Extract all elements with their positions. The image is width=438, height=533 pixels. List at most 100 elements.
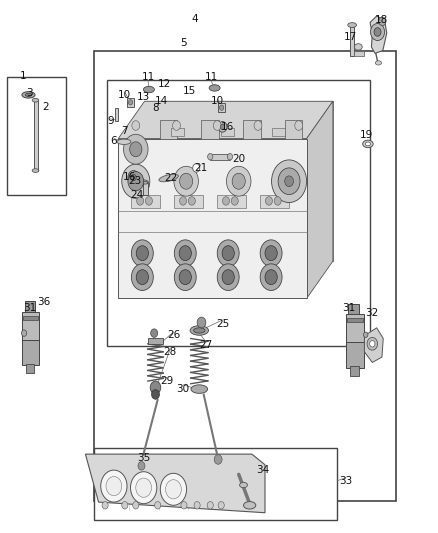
Text: 20: 20 bbox=[232, 154, 245, 164]
Circle shape bbox=[232, 173, 245, 189]
Text: 11: 11 bbox=[141, 72, 155, 82]
Circle shape bbox=[174, 166, 198, 196]
Circle shape bbox=[155, 502, 161, 509]
Bar bbox=[143, 183, 148, 195]
Text: 14: 14 bbox=[155, 96, 168, 106]
Text: 4: 4 bbox=[191, 14, 198, 23]
Circle shape bbox=[151, 329, 158, 337]
Text: 22: 22 bbox=[164, 173, 177, 183]
Bar bbox=[260, 195, 289, 208]
Bar bbox=[94, 448, 337, 520]
Circle shape bbox=[193, 164, 200, 172]
Bar bbox=[174, 195, 203, 208]
Ellipse shape bbox=[354, 44, 362, 50]
Text: 12: 12 bbox=[158, 79, 171, 89]
Circle shape bbox=[265, 246, 277, 261]
Polygon shape bbox=[145, 101, 333, 261]
Bar bbox=[22, 312, 39, 341]
Circle shape bbox=[106, 477, 122, 496]
Polygon shape bbox=[370, 16, 387, 53]
Text: 2: 2 bbox=[42, 102, 49, 111]
Text: 19: 19 bbox=[360, 131, 373, 140]
Bar bbox=[347, 318, 363, 322]
Ellipse shape bbox=[22, 92, 35, 98]
Circle shape bbox=[272, 160, 307, 203]
Circle shape bbox=[370, 341, 375, 347]
Ellipse shape bbox=[32, 98, 39, 102]
Bar bbox=[285, 120, 302, 139]
Bar bbox=[131, 195, 160, 208]
Text: 35: 35 bbox=[137, 454, 150, 463]
Circle shape bbox=[101, 470, 127, 502]
Circle shape bbox=[166, 480, 181, 499]
Circle shape bbox=[138, 462, 145, 470]
Polygon shape bbox=[307, 101, 333, 298]
Bar bbox=[350, 27, 354, 56]
Circle shape bbox=[102, 502, 108, 509]
Ellipse shape bbox=[32, 168, 39, 173]
Text: 16: 16 bbox=[123, 172, 136, 182]
Text: 10: 10 bbox=[211, 96, 224, 106]
Circle shape bbox=[218, 122, 227, 132]
Ellipse shape bbox=[144, 86, 154, 93]
Circle shape bbox=[278, 168, 300, 195]
Ellipse shape bbox=[191, 385, 208, 393]
Text: 1: 1 bbox=[19, 71, 26, 80]
Circle shape bbox=[367, 337, 378, 350]
Text: 21: 21 bbox=[194, 163, 207, 173]
Ellipse shape bbox=[244, 502, 256, 509]
Circle shape bbox=[213, 120, 221, 131]
Circle shape bbox=[160, 473, 187, 505]
Bar bbox=[350, 366, 359, 376]
Circle shape bbox=[128, 171, 139, 184]
Ellipse shape bbox=[131, 461, 151, 469]
Bar bbox=[25, 301, 35, 314]
Ellipse shape bbox=[117, 139, 131, 144]
Bar bbox=[127, 98, 134, 107]
Circle shape bbox=[128, 172, 144, 191]
Circle shape bbox=[133, 502, 139, 509]
Text: 18: 18 bbox=[375, 15, 389, 25]
Bar bbox=[354, 51, 364, 56]
Bar bbox=[7, 77, 66, 195]
Polygon shape bbox=[364, 328, 383, 362]
Text: 3: 3 bbox=[26, 88, 33, 98]
Bar bbox=[218, 103, 225, 112]
Text: 15: 15 bbox=[183, 86, 196, 95]
Text: 25: 25 bbox=[216, 319, 230, 328]
Circle shape bbox=[137, 197, 144, 205]
Ellipse shape bbox=[194, 328, 205, 333]
Bar bbox=[348, 304, 359, 317]
Text: 8: 8 bbox=[152, 103, 159, 113]
Circle shape bbox=[150, 381, 161, 394]
Text: 7: 7 bbox=[121, 126, 128, 135]
Ellipse shape bbox=[240, 482, 247, 488]
Bar bbox=[115, 108, 118, 121]
Circle shape bbox=[152, 390, 159, 399]
Circle shape bbox=[371, 23, 385, 41]
Circle shape bbox=[207, 502, 213, 509]
Polygon shape bbox=[118, 139, 307, 298]
Polygon shape bbox=[118, 101, 333, 139]
Circle shape bbox=[174, 264, 196, 290]
Circle shape bbox=[218, 502, 224, 509]
Circle shape bbox=[122, 502, 128, 509]
Circle shape bbox=[122, 164, 150, 198]
Ellipse shape bbox=[134, 180, 148, 185]
Circle shape bbox=[174, 240, 196, 266]
Ellipse shape bbox=[190, 326, 208, 335]
Circle shape bbox=[265, 197, 272, 205]
Circle shape bbox=[128, 100, 133, 105]
Circle shape bbox=[173, 120, 180, 131]
Text: 34: 34 bbox=[256, 465, 269, 475]
Circle shape bbox=[222, 270, 234, 285]
Circle shape bbox=[197, 317, 206, 328]
Ellipse shape bbox=[227, 154, 233, 160]
Bar bbox=[346, 314, 364, 344]
Text: 16: 16 bbox=[221, 122, 234, 132]
Text: 28: 28 bbox=[163, 347, 177, 357]
Text: 24: 24 bbox=[131, 190, 144, 199]
Circle shape bbox=[260, 264, 282, 290]
Circle shape bbox=[130, 142, 142, 157]
Ellipse shape bbox=[365, 142, 371, 146]
